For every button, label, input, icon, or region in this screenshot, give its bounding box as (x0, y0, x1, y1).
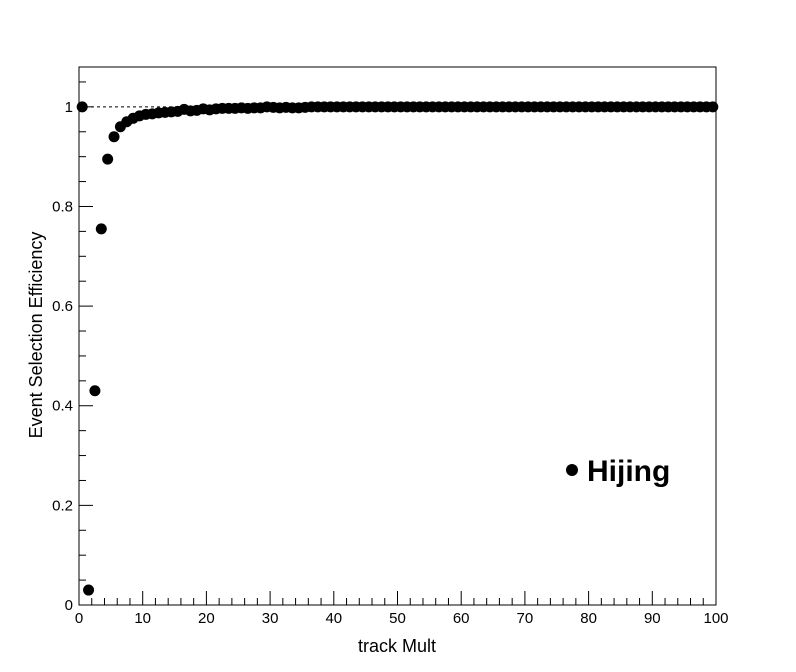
data-point (95, 223, 107, 235)
x-tick-label: 0 (75, 610, 83, 627)
data-point (76, 101, 88, 113)
axes-layer: 0 10 20 30 40 50 60 70 80 90 100 0 0.2 0.4 0.6 0.8 1 (52, 81, 729, 627)
data-point (707, 101, 719, 113)
legend-marker (566, 464, 578, 476)
y-tick-label: 0.2 (52, 497, 73, 514)
legend: Hijing (566, 455, 670, 488)
plot-frame (78, 66, 717, 606)
x-tick-label: 30 (262, 610, 279, 627)
y-tick-label: 0.6 (52, 298, 73, 315)
x-tick-label: 20 (198, 610, 215, 627)
x-axis-title: track Mult (358, 636, 436, 656)
x-tick-label: 40 (325, 610, 342, 627)
y-axis-title: Event Selection Efficiency (26, 232, 46, 439)
x-tick-label: 100 (703, 610, 728, 627)
y-tick-label: 0.4 (52, 398, 73, 415)
data-point (83, 584, 95, 596)
y-tick-label: 0 (65, 597, 73, 614)
y-tick-label: 0.8 (52, 198, 73, 215)
legend-label: Hijing (587, 455, 670, 488)
data-point (102, 153, 114, 165)
x-tick-label: 80 (580, 610, 597, 627)
data-points-layer (76, 101, 719, 596)
data-point (89, 385, 101, 397)
x-tick-label: 70 (517, 610, 534, 627)
x-tick-label: 50 (389, 610, 406, 627)
x-tick-label: 90 (644, 610, 661, 627)
x-tick-label: 60 (453, 610, 470, 627)
x-tick-label: 10 (134, 610, 151, 627)
y-tick-label: 1 (65, 99, 73, 116)
data-point (108, 131, 120, 143)
